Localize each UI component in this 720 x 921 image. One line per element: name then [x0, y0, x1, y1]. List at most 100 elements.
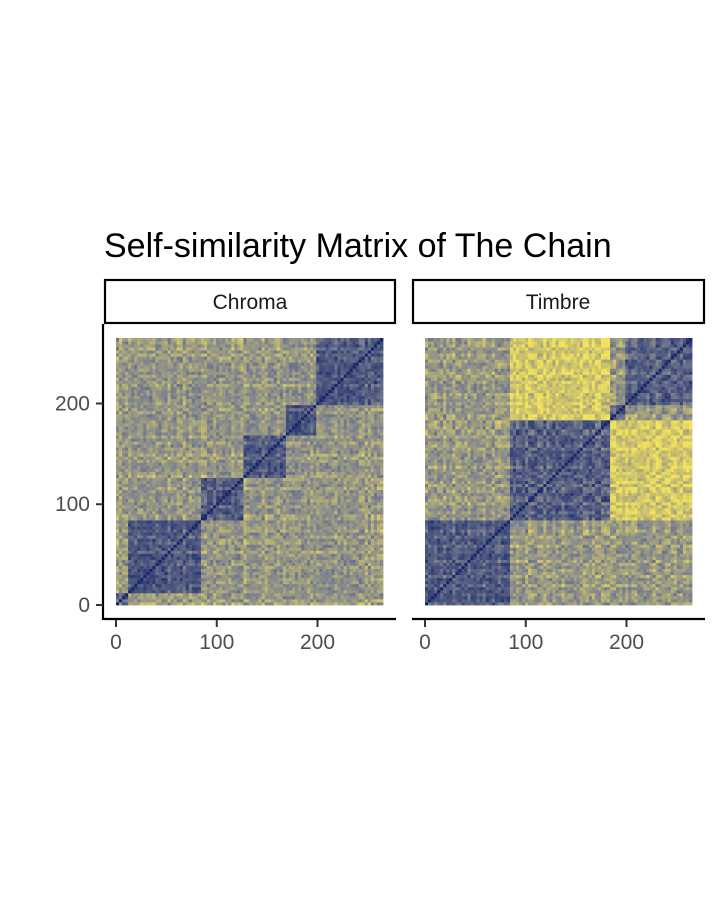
heatmap-cell [288, 559, 293, 563]
heatmap-cell [203, 462, 208, 466]
heatmap-cell [379, 529, 384, 533]
heatmap-cell [328, 447, 332, 451]
heatmap-cell [161, 556, 165, 560]
heatmap-cell [310, 532, 314, 536]
heatmap-cell [298, 601, 302, 606]
heatmap-cell [128, 444, 132, 448]
heatmap-cell [122, 556, 126, 560]
heatmap-cell [358, 438, 363, 442]
heatmap-cell [328, 580, 332, 585]
heatmap-cell [261, 444, 266, 448]
heatmap-cell [216, 447, 220, 451]
heatmap-cell [146, 547, 150, 551]
heatmap-cell [225, 529, 229, 533]
heatmap-cell [119, 504, 123, 509]
heatmap-cell [310, 550, 314, 554]
heatmap-cell [346, 501, 351, 506]
heatmap-cell [237, 595, 241, 600]
heatmap-cell [119, 526, 123, 530]
heatmap-cell [207, 550, 211, 554]
heatmap-cell [222, 483, 226, 488]
heatmap-cell [176, 507, 181, 512]
heatmap-cell [197, 586, 202, 591]
heatmap-cell [304, 438, 308, 442]
heatmap-cell [225, 589, 229, 594]
heatmap-cell [252, 441, 256, 445]
heatmap-cell [325, 465, 329, 469]
heatmap-cell [161, 529, 165, 533]
heatmap-cell [331, 589, 335, 594]
heatmap-cell [240, 444, 244, 448]
heatmap-cell [337, 453, 341, 457]
heatmap-cell [207, 517, 211, 521]
heatmap-cell [231, 526, 235, 530]
heatmap-cell [194, 498, 199, 503]
heatmap-cell [334, 507, 338, 512]
heatmap-cell [246, 501, 250, 506]
heatmap-cell [337, 523, 341, 527]
heatmap-cell [316, 507, 320, 512]
heatmap-cell [307, 559, 311, 563]
heatmap-cell [361, 462, 366, 466]
heatmap-cell [197, 438, 202, 442]
heatmap-cell [203, 577, 208, 582]
heatmap-cell [185, 598, 190, 603]
heatmap-cell [137, 553, 141, 557]
heatmap-cell [285, 583, 290, 588]
heatmap-cell [352, 526, 357, 530]
heatmap-cell [304, 453, 308, 457]
heatmap-cell [337, 559, 341, 563]
heatmap-cell [273, 456, 278, 460]
heatmap-cell [325, 562, 329, 566]
heatmap-cell [140, 547, 144, 551]
heatmap-cell [252, 592, 256, 597]
heatmap-cell [352, 535, 357, 539]
heatmap-cell [249, 483, 253, 488]
heatmap-cell [194, 526, 199, 530]
heatmap-cell [334, 489, 338, 494]
heatmap-cell [191, 553, 196, 557]
heatmap-cell [234, 492, 238, 497]
heatmap-cell [313, 480, 317, 485]
heatmap-cell [358, 444, 363, 448]
heatmap-cell [252, 462, 256, 466]
heatmap-cell [295, 568, 299, 573]
heatmap-cell [143, 432, 147, 436]
heatmap-cell [252, 450, 256, 454]
heatmap-cell [222, 435, 226, 439]
heatmap-cell [291, 526, 296, 530]
heatmap-cell [310, 580, 314, 585]
heatmap-cell [119, 498, 123, 503]
heatmap-cell [170, 480, 175, 485]
heatmap-cell [370, 577, 375, 582]
heatmap-cell [288, 556, 293, 560]
heatmap-cell [119, 450, 123, 454]
heatmap-cell [322, 571, 326, 576]
heatmap-cell [279, 517, 284, 521]
heatmap-cell [370, 483, 375, 488]
heatmap-cell [197, 504, 202, 509]
heatmap-cell [219, 480, 223, 485]
heatmap-cell [343, 480, 347, 485]
heatmap-cell [137, 471, 141, 475]
heatmap-cell [285, 435, 290, 439]
heatmap-cell [234, 501, 238, 506]
heatmap-cell [343, 498, 347, 503]
heatmap-cell [279, 553, 284, 557]
heatmap-cell [291, 468, 296, 472]
heatmap-cell [222, 498, 226, 503]
heatmap-cell [337, 520, 341, 524]
heatmap-cell [279, 438, 284, 442]
heatmap-cell [328, 483, 332, 488]
heatmap-cell [128, 535, 132, 539]
heatmap-cell [307, 489, 311, 494]
heatmap-cell [295, 513, 299, 518]
heatmap-cell [252, 544, 256, 548]
heatmap-cell [182, 480, 187, 485]
heatmap-cell [213, 504, 217, 509]
heatmap-cell [316, 577, 320, 582]
heatmap-cell [167, 571, 172, 576]
heatmap-cell [288, 583, 293, 588]
heatmap-cell [279, 580, 284, 585]
heatmap-cell [173, 577, 178, 582]
